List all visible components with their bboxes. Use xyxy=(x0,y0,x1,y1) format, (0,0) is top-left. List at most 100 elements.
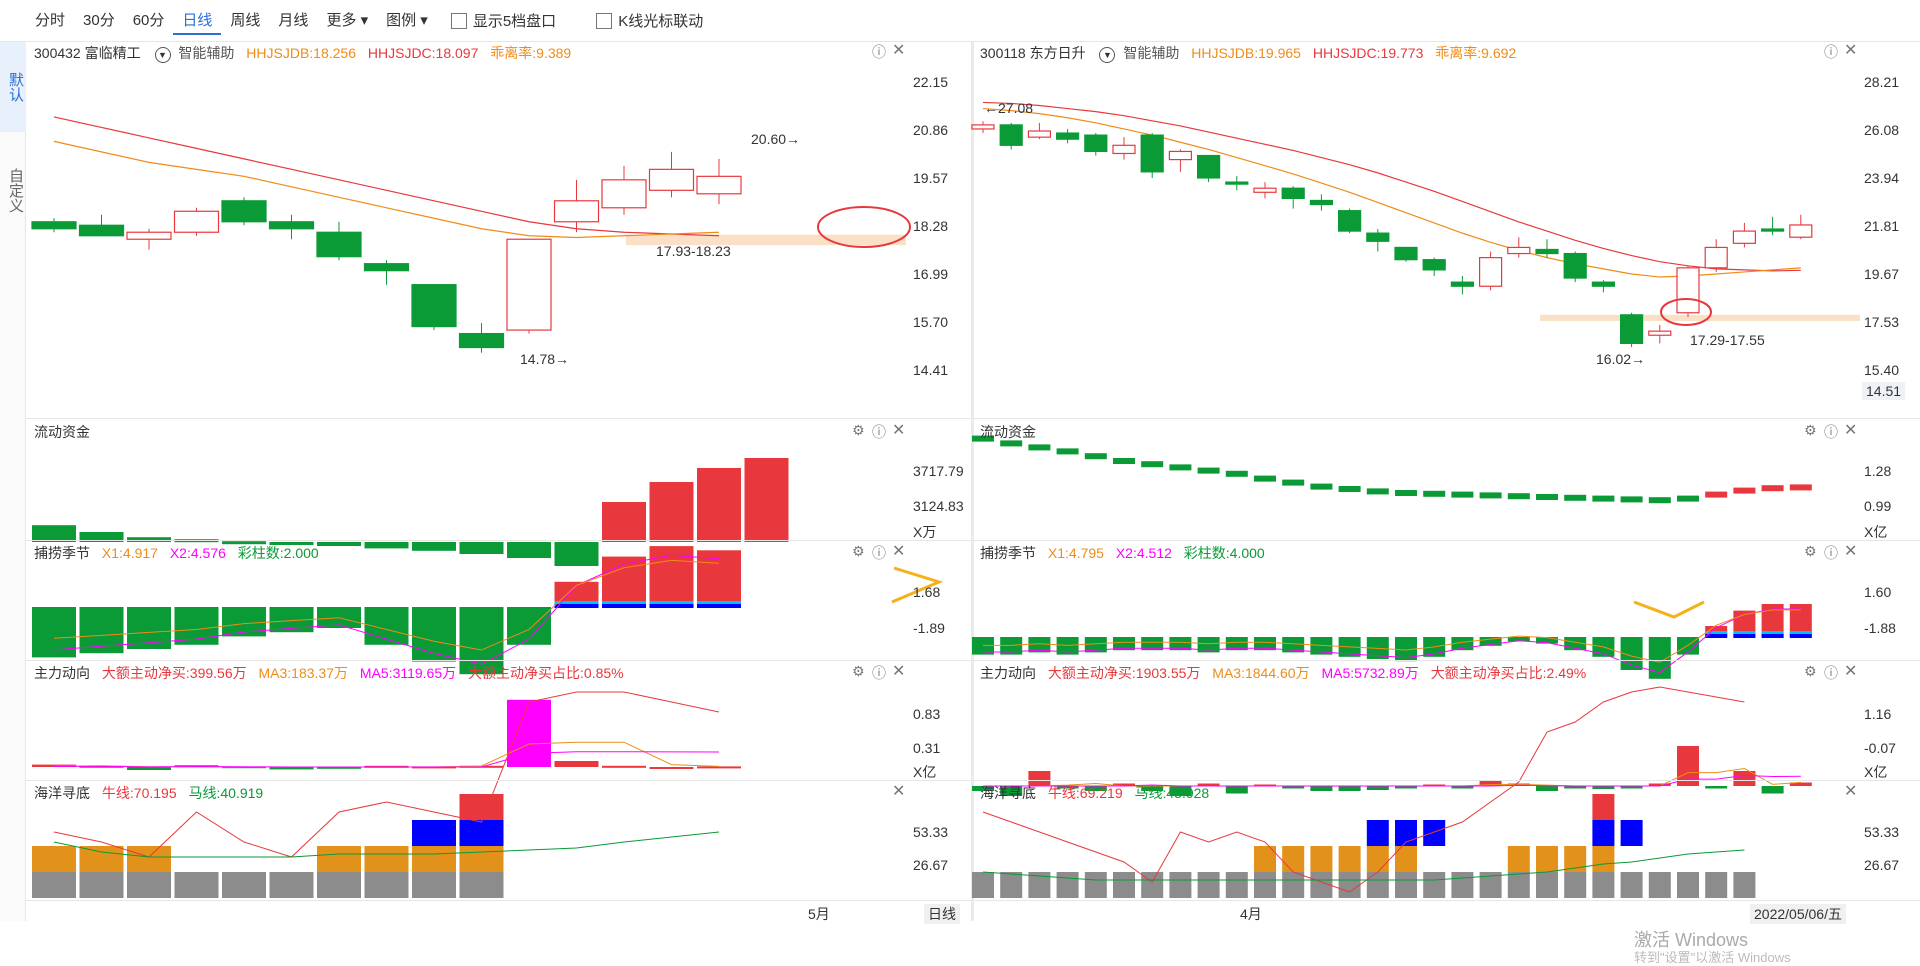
ocean-gray-bar xyxy=(1592,872,1615,898)
checkbox-icon[interactable] xyxy=(450,12,467,29)
show-5-level-label: 显示5档盘口 xyxy=(472,13,557,30)
panel-divider xyxy=(26,540,971,541)
ocean-blue-bar xyxy=(459,820,504,846)
ocean-gray-bar xyxy=(127,872,171,898)
tab-30min[interactable]: 30分 xyxy=(83,11,115,29)
candle-body xyxy=(696,175,742,195)
flow-unit: X亿 xyxy=(913,764,937,780)
high-annotation: 20.60→ xyxy=(751,131,801,147)
close-icon[interactable]: ✕ xyxy=(892,663,906,680)
help-icon[interactable]: ⓘ xyxy=(1824,44,1838,60)
ocean-gray-bar xyxy=(1028,872,1051,898)
candle-body xyxy=(1563,252,1587,279)
flow-ma3-line xyxy=(53,741,720,768)
season-bar-cyan xyxy=(697,601,741,604)
close-icon[interactable]: ✕ xyxy=(892,422,906,439)
legend-dropdown[interactable]: 图例 ▾ xyxy=(386,11,428,29)
right-chart-canvas[interactable] xyxy=(971,42,1920,921)
season-x1-line xyxy=(983,609,1801,663)
dropdown-icon[interactable]: ▼ xyxy=(154,47,171,63)
tab-custom[interactable]: 自定义 xyxy=(7,168,24,213)
cursor-link-checkbox[interactable]: K线光标联动 xyxy=(596,10,703,31)
help-icon[interactable]: ⓘ xyxy=(872,665,886,681)
close-icon[interactable]: ✕ xyxy=(1844,42,1858,59)
flow-ratio: 大额主动净买占比:0.85% xyxy=(468,665,624,681)
season-bar xyxy=(1197,637,1220,653)
tab-monthly[interactable]: 月线 xyxy=(278,11,309,29)
settings-icon[interactable]: ⚙ xyxy=(1804,543,1817,559)
help-icon[interactable]: ⓘ xyxy=(1824,424,1838,440)
help-icon[interactable]: ⓘ xyxy=(872,44,886,60)
checkbox-icon[interactable] xyxy=(596,12,613,29)
settings-icon[interactable]: ⚙ xyxy=(852,543,865,559)
close-icon[interactable]: ✕ xyxy=(1844,422,1858,439)
ocean-title: 海洋寻底 xyxy=(980,785,1036,801)
settings-icon[interactable]: ⚙ xyxy=(1804,663,1817,679)
tab-daily[interactable]: 日线 xyxy=(173,7,222,35)
season-bar-cyan xyxy=(1705,631,1728,634)
flow-bar xyxy=(507,699,551,767)
more-dropdown[interactable]: 更多 ▾ xyxy=(326,11,369,29)
ocean-gray-bar xyxy=(222,872,266,898)
close-icon[interactable]: ✕ xyxy=(892,543,906,560)
flow-bar xyxy=(1169,786,1192,796)
stock-code: 300118 xyxy=(980,45,1026,61)
close-icon[interactable]: ✕ xyxy=(892,783,906,800)
price-axis-label: 18.28 xyxy=(913,218,949,234)
flow-bar xyxy=(649,767,694,769)
close-icon[interactable]: ✕ xyxy=(1844,663,1858,680)
show-5-level-checkbox[interactable]: 显示5档盘口 xyxy=(450,10,557,31)
liquidity-bar xyxy=(32,525,76,542)
season-header: 捕捞季节 X1:4.917 X2:4.576 彩柱数:2.000 xyxy=(34,543,319,563)
season-bar-cyan xyxy=(554,601,599,604)
close-icon[interactable]: ✕ xyxy=(1844,783,1858,800)
period-button[interactable]: 日线 xyxy=(924,904,960,924)
candle-body xyxy=(411,284,457,328)
hhjsjdb-value: HHJSJDB:19.965 xyxy=(1191,45,1301,61)
smart-helper[interactable]: 智能辅助 xyxy=(178,45,235,61)
candle-body xyxy=(1507,246,1531,255)
season-bars: 彩柱数:4.000 xyxy=(1183,545,1265,561)
date-readout: 2022/05/06/五 xyxy=(1750,904,1846,924)
dropdown-icon[interactable]: ▼ xyxy=(1099,47,1116,63)
hhjsjdc-value: HHJSJDC:18.097 xyxy=(367,45,479,61)
ocean-gray-bar xyxy=(32,872,76,898)
flow-bar xyxy=(127,767,171,770)
panel-divider xyxy=(974,900,1920,901)
candle-body xyxy=(126,231,172,240)
help-icon[interactable]: ⓘ xyxy=(1824,545,1838,561)
season-bar xyxy=(1507,637,1530,642)
candle-body xyxy=(1309,199,1333,206)
help-icon[interactable]: ⓘ xyxy=(872,424,886,440)
tab-weekly[interactable]: 周线 xyxy=(230,11,261,29)
liquidity-bar xyxy=(1310,483,1333,490)
hhjsjdb-value: HHJSJDB:18.256 xyxy=(246,45,356,61)
season-bar-cyan xyxy=(1733,631,1756,634)
pane-splitter[interactable] xyxy=(971,42,974,921)
ocean-gray-bar xyxy=(1423,872,1446,898)
season-bar xyxy=(1620,637,1643,670)
tab-60min[interactable]: 60分 xyxy=(132,11,165,29)
season-bar xyxy=(1113,637,1135,651)
close-icon[interactable]: ✕ xyxy=(892,42,906,59)
close-icon[interactable]: ✕ xyxy=(1844,543,1858,560)
liquidity-bar xyxy=(1620,496,1643,503)
help-icon[interactable]: ⓘ xyxy=(872,545,886,561)
flow-axis-label: 0.31 xyxy=(913,740,941,756)
flow-title: 主力动向 xyxy=(34,665,90,681)
settings-icon[interactable]: ⚙ xyxy=(852,422,865,438)
tab-minute[interactable]: 分时 xyxy=(35,11,66,29)
price-axis-label: 21.81 xyxy=(1864,218,1900,234)
candle-body xyxy=(458,332,505,349)
settings-icon[interactable]: ⚙ xyxy=(1804,422,1817,438)
help-icon[interactable]: ⓘ xyxy=(1824,665,1838,681)
ocean-header: 海洋寻底 牛线:69.219 马线:43.928 xyxy=(980,783,1209,803)
season-bar-cyan xyxy=(602,601,646,604)
settings-icon[interactable]: ⚙ xyxy=(852,663,865,679)
flow-bar xyxy=(1395,786,1417,789)
tab-default[interactable]: 默认 xyxy=(0,42,26,132)
candle-body xyxy=(553,200,600,223)
flow-bar xyxy=(1677,746,1699,786)
smart-helper[interactable]: 智能辅助 xyxy=(1123,45,1180,61)
left-chart-canvas[interactable] xyxy=(26,42,971,921)
